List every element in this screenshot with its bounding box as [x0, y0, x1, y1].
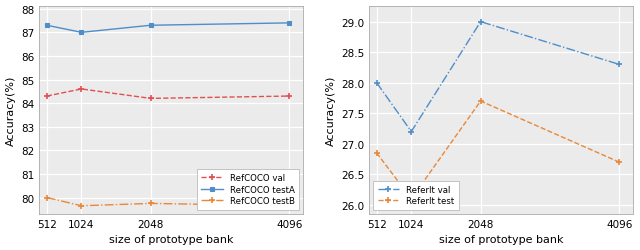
- Line: RefCOCO testB: RefCOCO testB: [44, 194, 293, 210]
- ReferIt val: [408, 130, 415, 134]
- Legend: RefCOCO val, RefCOCO testA, RefCOCO testB: RefCOCO val, RefCOCO testA, RefCOCO test…: [197, 169, 299, 210]
- RefCOCO testA: [43, 25, 51, 28]
- RefCOCO testB: [285, 204, 293, 208]
- RefCOCO testA: [285, 22, 293, 25]
- X-axis label: size of prototype bank: size of prototype bank: [439, 234, 563, 244]
- Line: RefCOCO testA: RefCOCO testA: [44, 21, 292, 35]
- RefCOCO val: [43, 95, 51, 98]
- RefCOCO testA: [77, 32, 85, 35]
- RefCOCO val: [147, 98, 155, 100]
- RefCOCO val: [285, 95, 293, 98]
- Y-axis label: Accuracy(%): Accuracy(%): [6, 76, 15, 146]
- RefCOCO val: [77, 88, 85, 91]
- Legend: ReferIt val, ReferIt test: ReferIt val, ReferIt test: [373, 181, 459, 210]
- Line: ReferIt val: ReferIt val: [373, 19, 623, 136]
- Y-axis label: Accuracy(%): Accuracy(%): [325, 76, 335, 146]
- RefCOCO testB: [43, 196, 51, 199]
- ReferIt test: [477, 100, 484, 103]
- ReferIt val: [373, 82, 381, 85]
- RefCOCO testB: [77, 204, 85, 208]
- ReferIt test: [616, 161, 623, 164]
- Line: ReferIt test: ReferIt test: [373, 98, 623, 202]
- ReferIt val: [477, 21, 484, 24]
- ReferIt val: [616, 64, 623, 66]
- ReferIt test: [408, 198, 415, 200]
- Line: RefCOCO val: RefCOCO val: [44, 86, 293, 102]
- RefCOCO testA: [147, 25, 155, 28]
- RefCOCO testB: [147, 202, 155, 205]
- X-axis label: size of prototype bank: size of prototype bank: [109, 234, 234, 244]
- ReferIt test: [373, 152, 381, 155]
